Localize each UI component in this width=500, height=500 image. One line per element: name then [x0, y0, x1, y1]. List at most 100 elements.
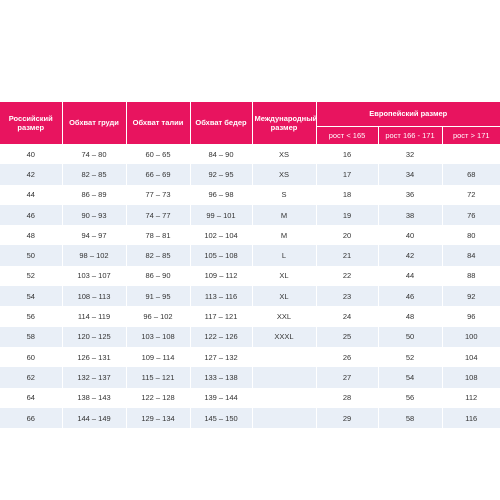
cell-international-size — [252, 387, 317, 408]
cell-eu-height-166-171: 42 — [378, 245, 443, 266]
cell-russian-size: 56 — [0, 306, 63, 327]
table-body: 40 74 – 80 60 – 65 84 – 90 XS 16 32 42 82 – 85 66… — [0, 144, 500, 429]
cell-international-size: M — [252, 204, 317, 226]
cell-eu-height-over-171: 92 — [442, 286, 500, 307]
cell-eu-height-166-171: 36 — [378, 184, 443, 205]
table-row: 42 82 – 85 66 – 69 92 – 95 XS 17 34 68 — [0, 164, 500, 185]
cell-chest: 103 – 107 — [62, 265, 127, 287]
header-height-under-165: рост < 165 — [316, 126, 379, 144]
cell-waist: 103 – 108 — [126, 326, 191, 347]
cell-chest: 86 – 89 — [62, 184, 127, 205]
cell-chest: 90 – 93 — [62, 204, 127, 226]
cell-russian-size: 52 — [0, 265, 63, 287]
cell-eu-height-under-165: 27 — [316, 367, 379, 388]
header-height-over-171: рост > 171 — [442, 126, 500, 144]
cell-chest: 120 – 125 — [62, 326, 127, 347]
cell-russian-size: 50 — [0, 245, 63, 266]
table-row: 48 94 – 97 78 – 81 102 – 104 M 20 40 80 — [0, 225, 500, 246]
cell-eu-height-under-165: 19 — [316, 204, 379, 226]
cell-hips: 84 – 90 — [190, 144, 253, 165]
cell-hips: 105 – 108 — [190, 245, 253, 266]
cell-eu-height-over-171: 84 — [442, 245, 500, 266]
cell-russian-size: 40 — [0, 144, 63, 165]
cell-chest: 82 – 85 — [62, 164, 127, 185]
cell-eu-height-over-171: 100 — [442, 326, 500, 347]
cell-chest: 126 – 131 — [62, 346, 127, 368]
cell-waist: 91 – 95 — [126, 286, 191, 307]
cell-russian-size: 54 — [0, 286, 63, 307]
cell-international-size: S — [252, 184, 317, 205]
cell-eu-height-over-171: 104 — [442, 346, 500, 368]
cell-eu-height-166-171: 40 — [378, 225, 443, 246]
cell-hips: 109 – 112 — [190, 265, 253, 287]
cell-russian-size: 66 — [0, 407, 63, 429]
cell-waist: 82 – 85 — [126, 245, 191, 266]
cell-eu-height-over-171: 88 — [442, 265, 500, 287]
cell-international-size: XXL — [252, 306, 317, 327]
table-row: 60 126 – 131 109 – 114 127 – 132 26 52 104 — [0, 346, 500, 368]
cell-hips: 139 – 144 — [190, 387, 253, 408]
size-chart-table: Российский размер Обхват груди Обхват та… — [0, 102, 500, 429]
cell-international-size: XL — [252, 265, 317, 287]
cell-russian-size: 58 — [0, 326, 63, 347]
cell-eu-height-166-171: 54 — [378, 367, 443, 388]
cell-hips: 102 – 104 — [190, 225, 253, 246]
cell-hips: 145 – 150 — [190, 407, 253, 429]
cell-eu-height-166-171: 58 — [378, 407, 443, 429]
cell-eu-height-over-171: 68 — [442, 164, 500, 185]
cell-eu-height-166-171: 32 — [378, 144, 443, 165]
table-row: 46 90 – 93 74 – 77 99 – 101 M 19 38 76 — [0, 204, 500, 226]
cell-eu-height-166-171: 48 — [378, 306, 443, 327]
cell-eu-height-over-171: 116 — [442, 407, 500, 429]
cell-eu-height-under-165: 17 — [316, 164, 379, 185]
cell-eu-height-under-165: 18 — [316, 184, 379, 205]
cell-waist: 74 – 77 — [126, 204, 191, 226]
header-european-size: Европейский размер — [316, 102, 500, 127]
cell-international-size — [252, 407, 317, 429]
cell-russian-size: 64 — [0, 387, 63, 408]
cell-chest: 94 – 97 — [62, 225, 127, 246]
header-chest: Обхват груди — [62, 102, 127, 144]
cell-hips: 122 – 126 — [190, 326, 253, 347]
cell-chest: 98 – 102 — [62, 245, 127, 266]
header-russian-size: Российский размер — [0, 102, 63, 144]
table-row: 54 108 – 113 91 – 95 113 – 116 XL 23 46 92 — [0, 286, 500, 307]
table-row: 62 132 – 137 115 – 121 133 – 138 27 54 108 — [0, 367, 500, 388]
cell-waist: 109 – 114 — [126, 346, 191, 368]
cell-russian-size: 48 — [0, 225, 63, 246]
header-hips: Обхват бедер — [190, 102, 253, 144]
cell-waist: 66 – 69 — [126, 164, 191, 185]
cell-eu-height-166-171: 38 — [378, 204, 443, 226]
cell-eu-height-under-165: 24 — [316, 306, 379, 327]
cell-international-size: XL — [252, 286, 317, 307]
table-header: Российский размер Обхват груди Обхват та… — [0, 102, 500, 144]
cell-eu-height-under-165: 29 — [316, 407, 379, 429]
cell-eu-height-over-171: 112 — [442, 387, 500, 408]
cell-russian-size: 42 — [0, 164, 63, 185]
cell-eu-height-166-171: 46 — [378, 286, 443, 307]
cell-eu-height-166-171: 44 — [378, 265, 443, 287]
cell-eu-height-under-165: 23 — [316, 286, 379, 307]
table-row: 58 120 – 125 103 – 108 122 – 126 XXXL 25 50 100 — [0, 326, 500, 347]
cell-eu-height-over-171: 96 — [442, 306, 500, 327]
cell-hips: 99 – 101 — [190, 204, 253, 226]
cell-hips: 117 – 121 — [190, 306, 253, 327]
cell-chest: 144 – 149 — [62, 407, 127, 429]
cell-eu-height-166-171: 52 — [378, 346, 443, 368]
cell-eu-height-over-171: 72 — [442, 184, 500, 205]
cell-international-size: L — [252, 245, 317, 266]
cell-russian-size: 44 — [0, 184, 63, 205]
cell-international-size — [252, 346, 317, 368]
table-row: 50 98 – 102 82 – 85 105 – 108 L 21 42 84 — [0, 245, 500, 266]
cell-chest: 132 – 137 — [62, 367, 127, 388]
cell-waist: 115 – 121 — [126, 367, 191, 388]
cell-waist: 96 – 102 — [126, 306, 191, 327]
table-row: 52 103 – 107 86 – 90 109 – 112 XL 22 44 88 — [0, 265, 500, 287]
cell-russian-size: 62 — [0, 367, 63, 388]
cell-waist: 86 – 90 — [126, 265, 191, 287]
cell-eu-height-under-165: 28 — [316, 387, 379, 408]
header-waist: Обхват талии — [126, 102, 191, 144]
header-height-166-171: рост 166 - 171 — [378, 126, 443, 144]
cell-chest: 114 – 119 — [62, 306, 127, 327]
